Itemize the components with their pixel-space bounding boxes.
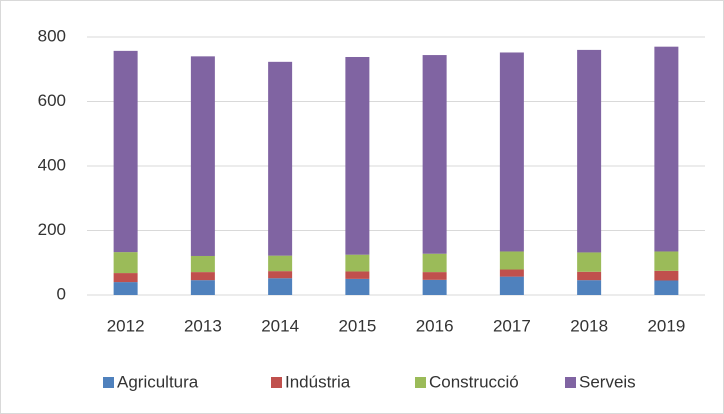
bar-segment	[345, 254, 370, 272]
bar-segment	[577, 280, 602, 295]
bar-segment	[499, 251, 524, 270]
bar-segment	[190, 56, 215, 256]
bar-segment	[190, 255, 215, 273]
y-tick-label: 0	[57, 284, 66, 303]
bar-segment	[499, 276, 524, 295]
legend-swatch	[103, 377, 114, 388]
x-tick-label: 2013	[184, 316, 222, 335]
bar-segment	[345, 56, 370, 255]
legend-label: Agricultura	[117, 372, 199, 391]
bar-segment	[190, 272, 215, 281]
bar-segment	[113, 273, 138, 283]
bar-segment	[422, 279, 447, 295]
x-tick-label: 2016	[416, 316, 454, 335]
bar-segment	[268, 271, 293, 279]
bar-segment	[268, 255, 293, 272]
bar-segment	[577, 252, 602, 272]
x-tick-label: 2015	[338, 316, 376, 335]
bar-segment	[499, 269, 524, 277]
legend-swatch	[565, 377, 576, 388]
bar-segment	[113, 282, 138, 295]
bar-segment	[654, 46, 679, 252]
legend-label: Construcció	[429, 372, 519, 391]
bar-segment	[422, 253, 447, 273]
bar-segment	[268, 61, 293, 256]
legend-swatch	[415, 377, 426, 388]
x-tick-label: 2018	[570, 316, 608, 335]
bar-segment	[268, 278, 293, 295]
x-tick-label: 2014	[261, 316, 299, 335]
bar-segment	[577, 49, 602, 253]
bar-segment	[654, 280, 679, 295]
bar-segment	[190, 280, 215, 295]
bar-segment	[422, 272, 447, 280]
bar-segment	[577, 271, 602, 281]
x-tick-label: 2019	[647, 316, 685, 335]
bar-segment	[654, 251, 679, 271]
y-tick-label: 600	[38, 91, 66, 110]
bar-segment	[422, 55, 447, 254]
legend-label: Indústria	[285, 372, 351, 391]
bar-segment	[113, 252, 138, 274]
bar-segment	[345, 271, 370, 279]
bar-segment	[113, 50, 138, 253]
bar-segment	[654, 270, 679, 281]
y-tick-label: 400	[38, 155, 66, 174]
y-tick-label: 800	[38, 26, 66, 45]
x-tick-label: 2017	[493, 316, 531, 335]
y-tick-label: 200	[38, 220, 66, 239]
legend-label: Serveis	[579, 372, 636, 391]
bar-segment	[499, 52, 524, 252]
x-tick-label: 2012	[107, 316, 145, 335]
legend-swatch	[271, 377, 282, 388]
bar-segment	[345, 278, 370, 295]
